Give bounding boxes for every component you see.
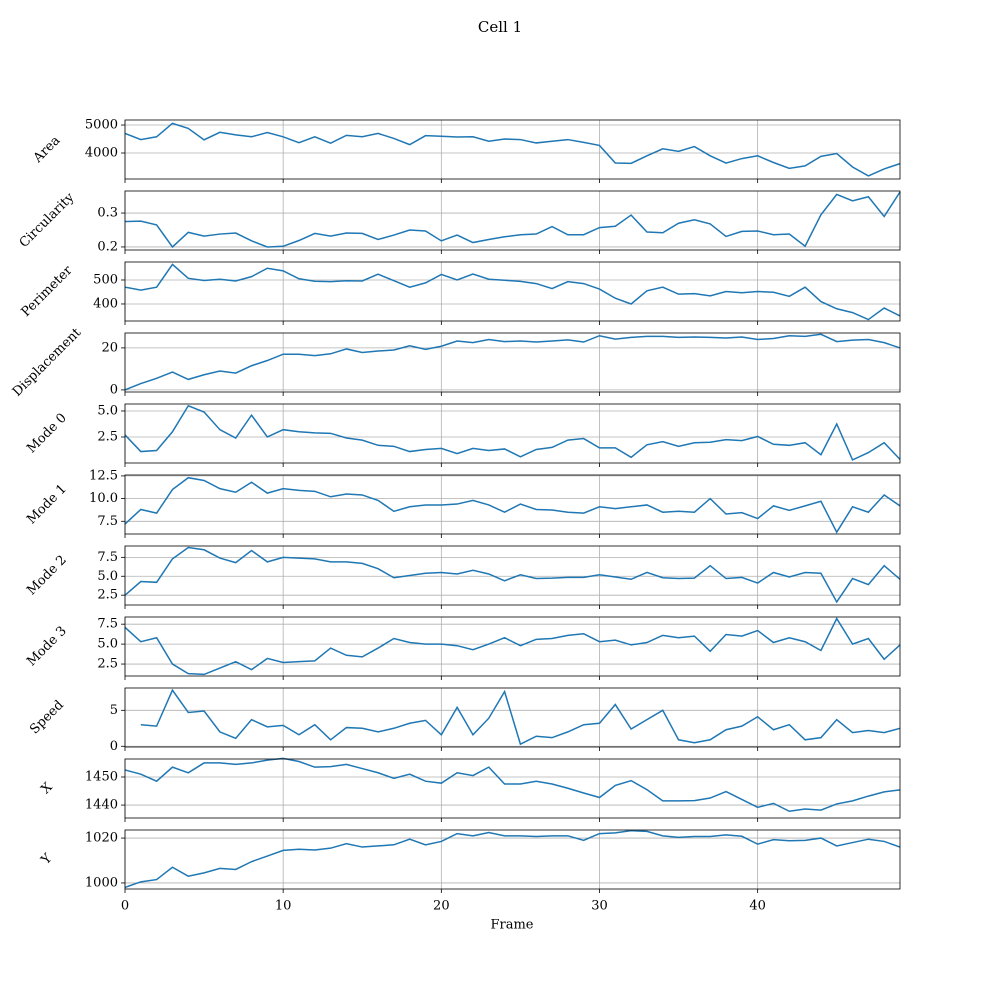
plot-frame [124,190,901,251]
plot-frame [124,687,901,748]
data-line [124,617,901,676]
x-tick-label: 0 [121,899,129,914]
y-tick-label: 5 [110,703,118,718]
y-tick-label: 7.5 [97,550,118,565]
y-tick-label: 5.0 [97,403,118,418]
plot-frame [124,403,901,464]
y-tick-label: 7.5 [97,617,118,632]
data-line [140,688,901,746]
plot-frame [124,332,901,393]
y-tick-label: 7.5 [97,514,118,529]
data-line [124,122,901,177]
plot-frame [124,474,901,535]
data-line [124,757,901,813]
y-tick-label: 0 [110,739,118,754]
plot-frame [124,829,901,890]
x-tick-label: 30 [591,899,608,914]
y-tick-label: 5.0 [97,637,118,652]
plot-frame [124,261,901,322]
y-tick-label: 10.0 [89,491,118,506]
y-tick-label: 0 [110,382,118,397]
data-line [124,476,901,534]
x-axis-label: Frame [490,918,533,933]
data-line [124,829,901,889]
y-tick-label: 2.5 [97,429,118,444]
y-tick-label: 20 [101,340,118,355]
y-tick-label: 0.3 [97,206,118,221]
data-line [124,333,901,391]
y-tick-label: 1450 [85,769,118,784]
plot-frame [124,758,901,819]
y-tick-label: 1440 [85,798,118,813]
data-line [124,191,901,249]
y-tick-label: 0.2 [97,239,118,254]
y-tick-label: 4000 [85,145,118,160]
y-tick-label: 400 [93,296,118,311]
plot-frame [124,119,901,180]
y-tick-label: 12.5 [89,468,118,483]
y-tick-label: 1020 [85,831,118,846]
y-tick-label: 5000 [85,118,118,133]
y-tick-label: 500 [93,272,118,287]
x-tick-label: 40 [749,899,766,914]
figure-title: Cell 1 [478,18,522,36]
data-line [124,263,901,321]
y-tick-label: 2.5 [97,588,118,603]
x-tick-label: 10 [275,899,292,914]
y-tick-label: 2.5 [97,657,118,672]
data-line [124,546,901,604]
plot-frame [124,616,901,677]
plot-frame [124,545,901,606]
x-tick-label: 20 [433,899,450,914]
y-tick-label: 1000 [85,875,118,890]
data-line [124,404,901,461]
y-tick-label: 5.0 [97,569,118,584]
